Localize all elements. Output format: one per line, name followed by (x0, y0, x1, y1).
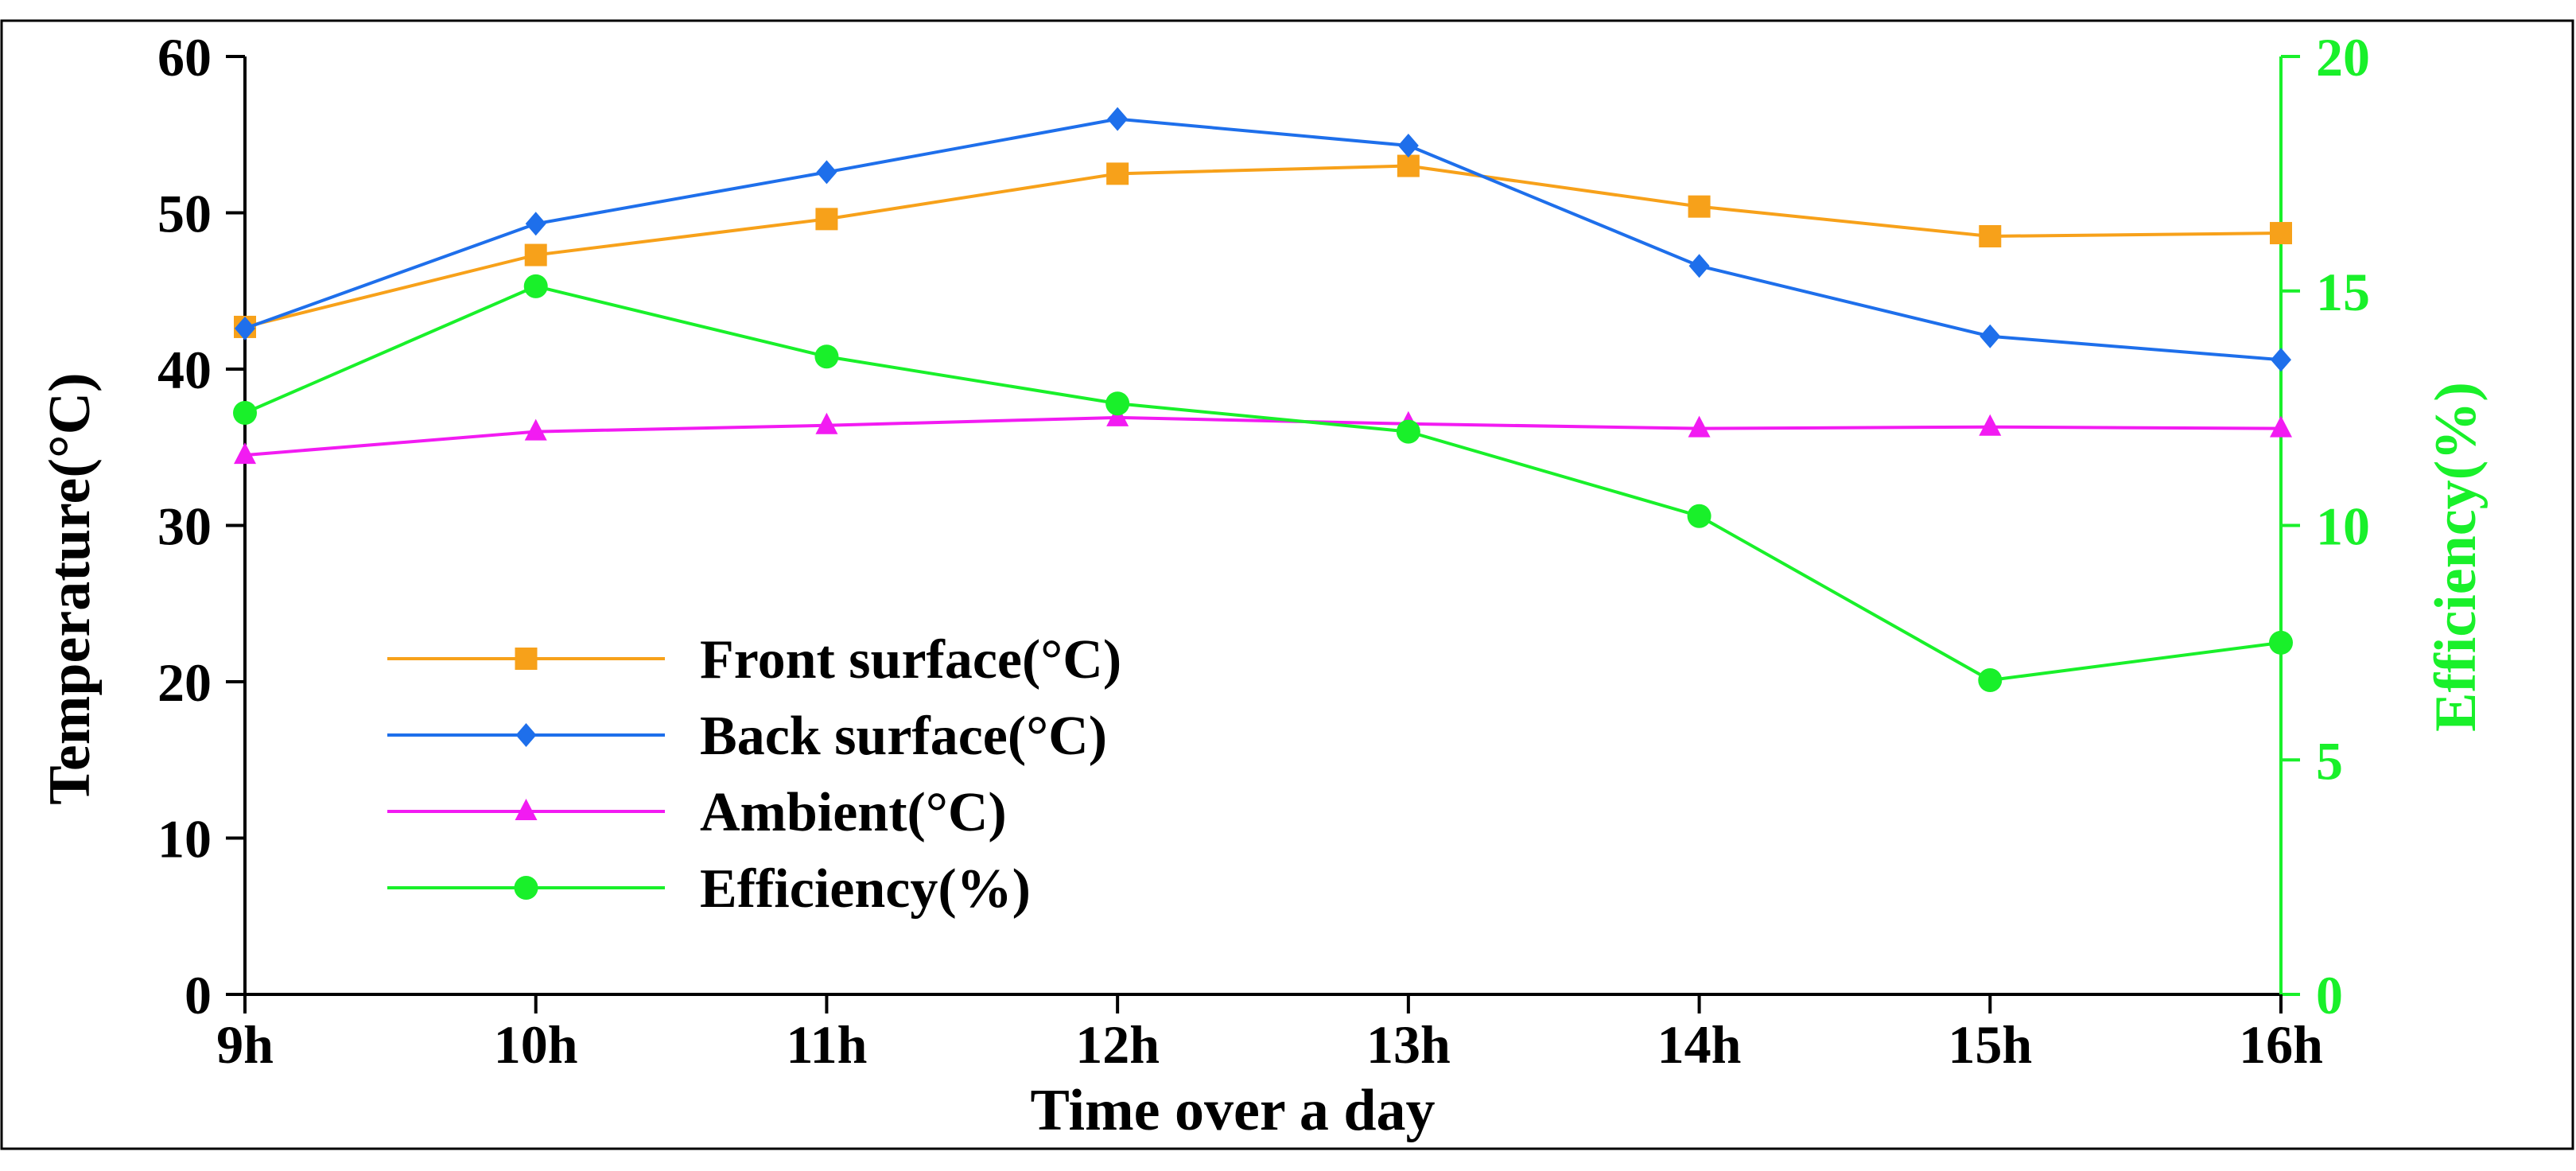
legend-marker (514, 876, 538, 900)
data-point (1106, 162, 1129, 185)
data-point (1687, 504, 1712, 528)
data-point (1397, 134, 1419, 158)
series-line (244, 415, 2282, 457)
series-line (244, 117, 2282, 362)
data-point (233, 401, 257, 426)
legend: Front surface(°C) Back surface(°C) Ambient… (387, 629, 1121, 920)
x-tick-label: 14h (1657, 1014, 1742, 1075)
data-point (525, 212, 546, 236)
y-tick-label: 60 (157, 27, 212, 88)
legend-item: Efficiency(%) (387, 858, 1031, 920)
y2-axis-label: Efficiency(%) (2423, 382, 2489, 732)
y2-tick-label: 15 (2316, 262, 2370, 322)
y2-tick-label: 10 (2316, 496, 2370, 557)
figure-border (0, 19, 2574, 1150)
data-point (815, 412, 838, 434)
data-point (1980, 324, 2001, 348)
data-point (234, 442, 256, 465)
data-point (1107, 107, 1129, 131)
series-3 (233, 274, 2293, 693)
data-point (815, 208, 838, 231)
data-point (2271, 348, 2291, 372)
y2-tick-label: 5 (2316, 730, 2343, 791)
y-tick-label: 50 (157, 184, 212, 244)
legend-item: Ambient(°C) (387, 782, 1007, 843)
series-0 (234, 154, 2292, 338)
data-point (1978, 668, 2003, 693)
data-point (1688, 254, 1710, 278)
data-point (814, 344, 839, 369)
legend-marker (515, 799, 538, 820)
y2-tick-label: 20 (2316, 27, 2370, 88)
series-line (244, 284, 2282, 683)
data-point (2270, 415, 2292, 438)
legend-marker (515, 648, 538, 670)
series-group (233, 107, 2293, 693)
y-tick-label: 30 (157, 496, 212, 557)
legend-marker (515, 723, 537, 747)
y-tick-label: 10 (157, 809, 212, 869)
series-line (244, 164, 2282, 329)
x-tick-label: 12h (1075, 1014, 1160, 1075)
data-point (1105, 391, 1130, 416)
data-point (1397, 154, 1420, 177)
x-tick-label: 16h (2239, 1014, 2323, 1075)
data-point (1979, 224, 2002, 247)
x-tick-label: 10h (494, 1014, 578, 1075)
data-point (1688, 415, 1711, 438)
y-tick-label: 0 (185, 965, 212, 1025)
data-point (1396, 419, 1420, 444)
data-point (2269, 630, 2293, 655)
data-point (2270, 222, 2292, 245)
data-point (524, 243, 547, 266)
data-point (523, 274, 548, 298)
series-1 (235, 107, 2291, 372)
legend-item: Back surface(°C) (387, 706, 1107, 767)
y2-tick-label: 0 (2316, 965, 2343, 1025)
legend-label: Front surface(°C) (700, 629, 1121, 691)
x-tick-label: 11h (786, 1014, 867, 1075)
legend-item: Front surface(°C) (387, 629, 1121, 691)
data-point (1979, 414, 2002, 436)
data-point (524, 418, 547, 441)
x-tick-label: 13h (1366, 1014, 1451, 1075)
legend-label: Back surface(°C) (700, 706, 1107, 767)
data-point (1106, 404, 1129, 426)
data-point (816, 160, 837, 185)
x-tick-label: 9h (216, 1014, 274, 1075)
y-axis-label: Temperature(°C) (37, 372, 103, 804)
series-2 (234, 404, 2292, 465)
x-axis-label: Time over a day (1030, 1078, 1435, 1143)
legend-label: Efficiency(%) (700, 858, 1031, 920)
x-tick-label: 15h (1948, 1014, 2032, 1075)
data-point (235, 316, 255, 340)
y-tick-label: 40 (157, 340, 212, 400)
legend-label: Ambient(°C) (700, 782, 1007, 843)
y-tick-label: 20 (157, 652, 212, 713)
data-point (1688, 195, 1711, 218)
axes-group: 0 10 20 30 40 50 60 0 5 10 15 20 9h 10h 11h 12h 13h 14h 15… (157, 27, 2370, 1075)
